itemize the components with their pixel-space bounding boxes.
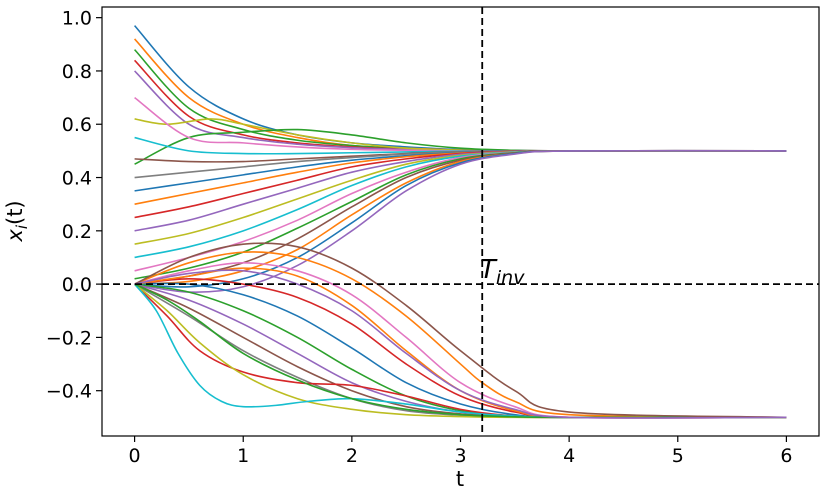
x-tick-label: 2 [346,445,358,467]
series-line-31 [134,251,787,419]
y-tick-label: 0.4 [62,168,92,190]
y-tick-label: 0.0 [62,274,92,296]
series-line-24 [134,277,787,419]
series-line-30 [134,261,787,419]
x-tick-label: 6 [780,445,792,467]
series-line-37 [134,242,787,419]
y-tick-label: 0.8 [62,61,92,83]
series-line-17 [134,149,787,259]
series-line-5 [134,70,787,152]
series-line-8 [134,96,787,152]
series-line-6 [134,118,787,152]
y-axis: −0.4 −0.2 0.0 0.2 0.4 0.6 0.8 1.0 [46,8,102,403]
series-line-38 [134,269,787,419]
x-tick-label: 0 [129,445,141,467]
series-line-19 [134,149,787,280]
y-tick-label: 0.6 [62,114,92,136]
y-tick-label: 1.0 [62,8,92,30]
x-axis: 0 1 2 3 4 5 6 [129,436,792,467]
annotation-tinv: Tinv [480,255,525,289]
series-line-4 [134,59,787,152]
series-line-2 [134,38,787,152]
x-tick-label: 3 [454,445,466,467]
y-tick-label: −0.2 [46,327,92,349]
y-tick-label: 0.2 [62,221,92,243]
y-axis-label: xi(t) [3,200,31,242]
y-tick-label: −0.4 [46,381,92,403]
x-tick-label: 5 [672,445,684,467]
series-lines [133,25,787,419]
x-axis-label: t [456,467,464,491]
plot-frame [101,6,820,437]
reference-lines [102,7,819,436]
x-tick-label: 1 [237,445,249,467]
x-tick-label: 4 [563,445,575,467]
